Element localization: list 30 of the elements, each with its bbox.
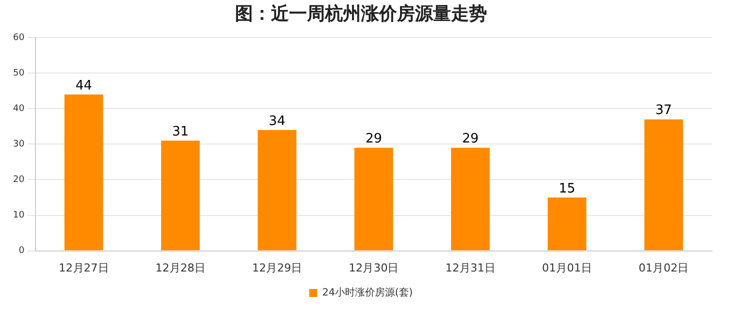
bar — [354, 148, 394, 250]
y-tick-label: 30 — [13, 140, 25, 150]
data-label: 15 — [558, 181, 576, 196]
x-tick-label: 12月28日 — [155, 261, 206, 274]
bar — [644, 119, 684, 250]
bar — [548, 198, 586, 250]
bar — [64, 94, 104, 250]
data-label: 34 — [268, 114, 286, 129]
x-tick-label: 12月31日 — [445, 261, 496, 274]
data-label: 37 — [655, 103, 672, 118]
data-label: 29 — [365, 132, 382, 147]
y-tick-label: 10 — [13, 210, 25, 221]
y-tick-label: 40 — [13, 104, 25, 114]
x-tick-label: 12月27日 — [58, 261, 109, 274]
bar — [258, 130, 296, 250]
bar — [451, 148, 490, 250]
x-tick-label: 12月29日 — [252, 261, 302, 274]
y-tick-label: 50 — [13, 68, 25, 78]
data-label: 44 — [76, 78, 92, 94]
x-tick-label: 01月02日 — [638, 261, 689, 274]
bar — [161, 140, 200, 250]
y-tick-label: 20 — [13, 175, 25, 186]
data-label: 29 — [462, 132, 479, 147]
data-label: 31 — [172, 124, 189, 140]
y-tick-label: 60 — [13, 32, 25, 43]
chart-title: 图：近一周杭州涨价房源量走势 — [235, 3, 487, 24]
x-tick-label: 01月01日 — [542, 261, 592, 274]
legend-label: 24小时涨价房源(套) — [322, 286, 413, 299]
y-tick-label: 0 — [18, 246, 25, 256]
x-tick-label: 12月30日 — [348, 261, 399, 274]
